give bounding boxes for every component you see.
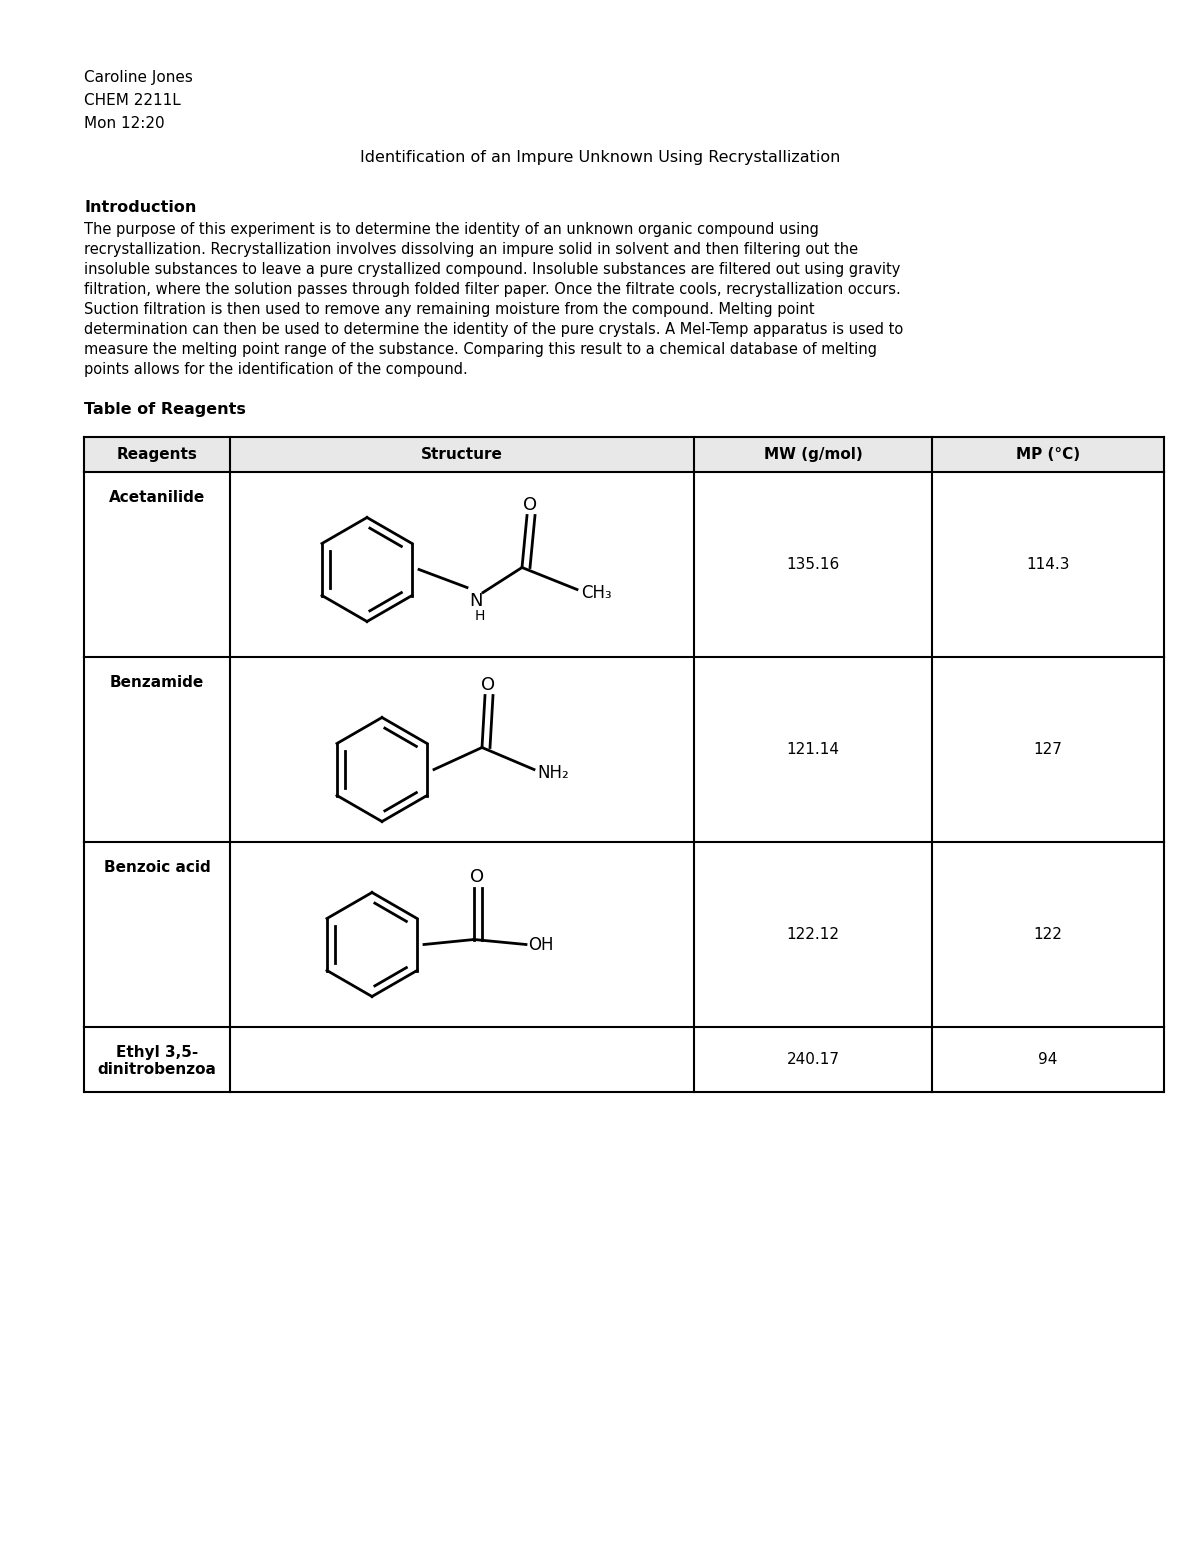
Text: NH₂: NH₂ [538,764,569,783]
Text: O: O [523,495,538,514]
Text: recrystallization. Recrystallization involves dissolving an impure solid in solv: recrystallization. Recrystallization inv… [84,242,858,256]
Text: 122: 122 [1033,927,1062,943]
Text: 121.14: 121.14 [786,742,840,756]
Text: filtration, where the solution passes through folded filter paper. Once the filt: filtration, where the solution passes th… [84,283,901,297]
Text: determination can then be used to determine the identity of the pure crystals. A: determination can then be used to determ… [84,321,904,337]
Text: O: O [470,868,484,885]
Text: Caroline Jones: Caroline Jones [84,70,193,85]
Text: Benzamide: Benzamide [109,676,204,690]
Text: Ethyl 3,5-
dinitrobenzoa: Ethyl 3,5- dinitrobenzoa [97,1045,216,1078]
Text: Introduction: Introduction [84,200,197,214]
Text: Suction filtration is then used to remove any remaining moisture from the compou: Suction filtration is then used to remov… [84,301,815,317]
Text: H: H [475,609,485,623]
Text: measure the melting point range of the substance. Comparing this result to a che: measure the melting point range of the s… [84,342,877,357]
Text: points allows for the identification of the compound.: points allows for the identification of … [84,362,468,377]
Text: Mon 12:20: Mon 12:20 [84,116,164,130]
Text: N: N [469,592,482,609]
Text: Identification of an Impure Unknown Using Recrystallization: Identification of an Impure Unknown Usin… [360,151,840,165]
Bar [84,436,1164,472]
Text: MW (g/mol): MW (g/mol) [763,447,863,461]
Text: Benzoic acid: Benzoic acid [103,860,210,874]
Text: Structure: Structure [421,447,503,461]
Text: Reagents: Reagents [116,447,197,461]
Text: O: O [481,676,496,694]
Text: MP (°C): MP (°C) [1016,447,1080,461]
Text: 94: 94 [1038,1051,1057,1067]
Text: CH₃: CH₃ [581,584,612,603]
Text: 135.16: 135.16 [786,558,840,572]
Text: 122.12: 122.12 [786,927,840,943]
Text: 240.17: 240.17 [786,1051,840,1067]
Text: insoluble substances to leave a pure crystallized compound. Insoluble substances: insoluble substances to leave a pure cry… [84,262,900,276]
Text: 127: 127 [1033,742,1062,756]
Text: CHEM 2211L: CHEM 2211L [84,93,181,109]
Text: Table of Reagents: Table of Reagents [84,402,246,418]
Text: OH: OH [528,936,553,955]
Text: 114.3: 114.3 [1026,558,1069,572]
Text: The purpose of this experiment is to determine the identity of an unknown organi: The purpose of this experiment is to det… [84,222,818,238]
Text: Acetanilide: Acetanilide [109,491,205,505]
